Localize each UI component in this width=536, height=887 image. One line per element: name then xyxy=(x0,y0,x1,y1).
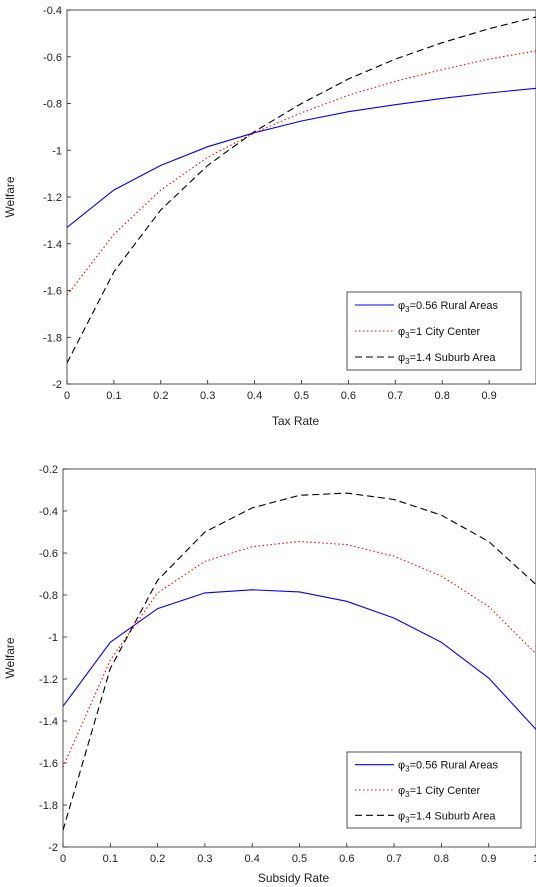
x-tick-label: 0.2 xyxy=(150,853,165,865)
y-tick-label: -1.2 xyxy=(43,192,62,204)
y-tick-label: -1.6 xyxy=(43,286,62,298)
y-tick-label: -2 xyxy=(48,842,58,854)
x-tick-label: 0.3 xyxy=(200,390,215,402)
y-tick-label: -2 xyxy=(52,379,62,391)
x-tick-label: 0.8 xyxy=(435,390,450,402)
x-tick-label: 0.9 xyxy=(481,853,496,865)
y-tick-label: -0.4 xyxy=(43,5,62,17)
y-tick-label: -1.4 xyxy=(43,239,62,251)
chart-1: -2 -1.8 -1.6 -1.4 -1.2 -1 -0.8 -0.6 -0.4 0 0.1 0.2 0… xyxy=(3,5,536,428)
x-tick-label: 0.5 xyxy=(292,853,307,865)
legend-label-1: φ3=0.56 Rural Areas xyxy=(398,760,498,774)
series-line-3 xyxy=(63,492,536,831)
x-tick-label: 0.1 xyxy=(106,390,121,402)
x-axis-label: Tax Rate xyxy=(272,414,320,428)
y-tick-label: -1.8 xyxy=(39,800,58,812)
legend-label-1: φ3=0.56 Rural Areas xyxy=(398,300,498,314)
chart-2: -2 -1.8 -1.6 -1.4 -1.2 -1 -0.8 -0.6 -0.4 -0.2 0 0.1… xyxy=(3,464,536,885)
x-tick-label: 0.1 xyxy=(103,853,118,865)
y-tick-label: -1 xyxy=(52,145,62,157)
y-tick-label: -1.6 xyxy=(39,758,58,770)
series-line-1 xyxy=(67,87,536,228)
x-tick-label: 0.2 xyxy=(153,390,168,402)
y-axis-label: Welfare xyxy=(3,637,17,678)
x-tick-label: 0.5 xyxy=(294,390,309,402)
x-tick-label: 0.4 xyxy=(247,390,262,402)
series-line-2 xyxy=(63,540,536,768)
y-tick-label: -0.4 xyxy=(39,506,58,518)
legend: φ3=0.56 Rural Areas φ3=1 City Center φ3=1.… xyxy=(346,751,522,829)
x-tick-label: 0.9 xyxy=(481,390,496,402)
y-tick-label: -0.6 xyxy=(43,52,62,64)
x-tick-label: 0.7 xyxy=(388,390,403,402)
y-tick-label: -0.8 xyxy=(39,590,58,602)
x-tick-label: 0.6 xyxy=(341,390,356,402)
y-tick-label: -1.4 xyxy=(39,716,58,728)
x-tick-label: 0 xyxy=(64,390,70,402)
x-tick-label: 0.6 xyxy=(339,853,354,865)
legend-label-2: φ3=1 City Center xyxy=(398,326,481,340)
x-tick-label: 0.3 xyxy=(197,853,212,865)
y-tick-label: -1 xyxy=(48,632,58,644)
x-tick-label: 1 xyxy=(533,853,536,865)
series-line-3 xyxy=(67,16,536,364)
y-tick-label: -1.2 xyxy=(39,674,58,686)
x-tick-label: 0.4 xyxy=(245,853,260,865)
x-tick-label: 0 xyxy=(60,853,66,865)
y-axis-label: Welfare xyxy=(3,176,17,217)
y-tick-label: -0.6 xyxy=(39,548,58,560)
legend-label-3: φ3=1.4 Suburb Area xyxy=(398,810,496,824)
x-tick-label: 0.8 xyxy=(434,853,449,865)
legend-label-3: φ3=1.4 Suburb Area xyxy=(398,352,496,366)
series-line-2 xyxy=(67,50,536,296)
series-line-1 xyxy=(63,589,536,730)
x-axis-label: Subsidy Rate xyxy=(258,871,330,885)
y-tick-label: -0.8 xyxy=(43,99,62,111)
y-tick-label: -0.2 xyxy=(39,464,58,476)
y-tick-label: -1.8 xyxy=(43,332,62,344)
legend-label-2: φ3=1 City Center xyxy=(398,785,481,799)
x-tick-label: 0.7 xyxy=(386,853,401,865)
legend: φ3=0.56 Rural Areas φ3=1 City Center φ3=1.… xyxy=(346,291,522,371)
